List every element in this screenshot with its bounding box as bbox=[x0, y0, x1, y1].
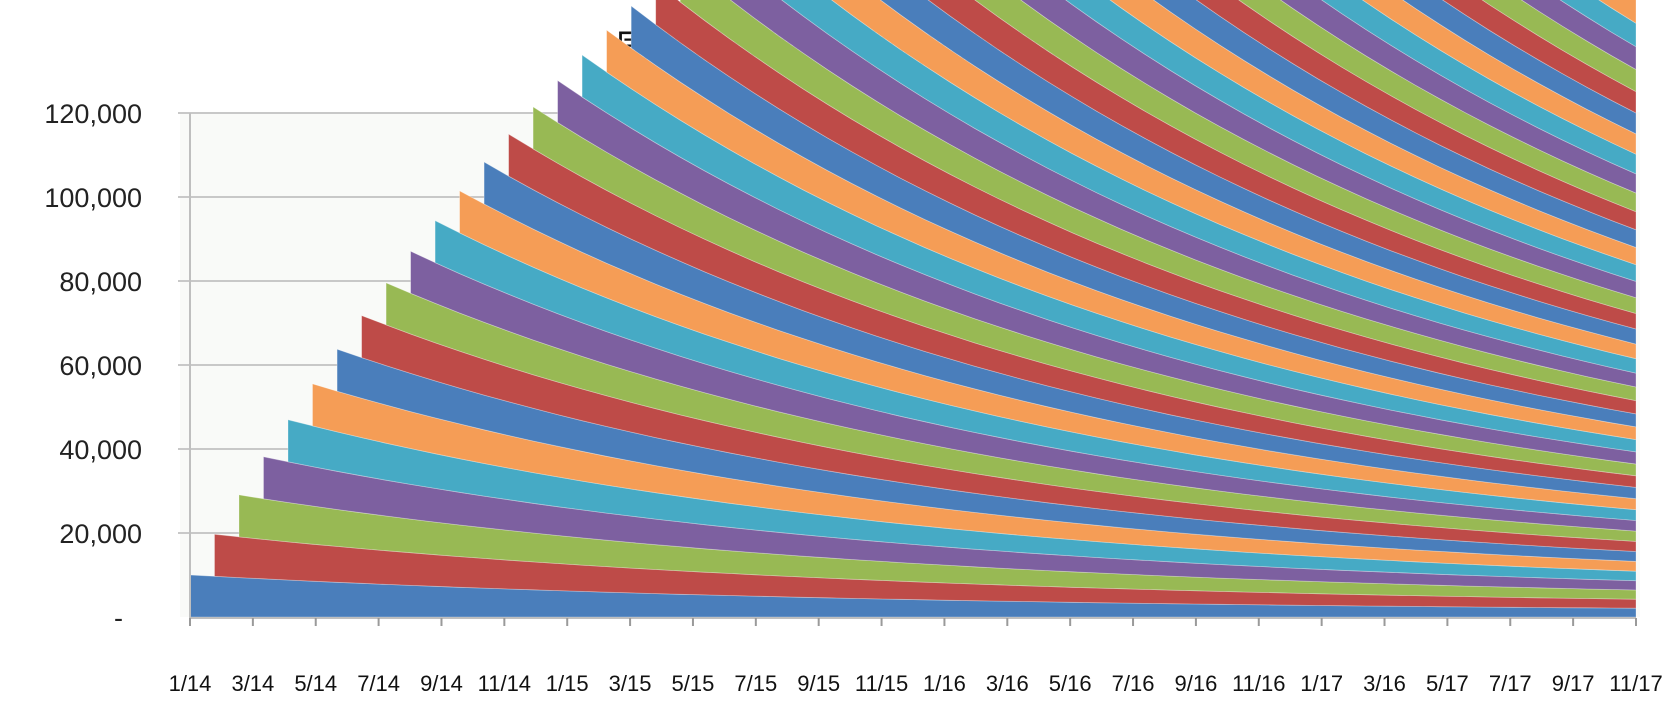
x-tick-labels: 1/14 3/14 5/14 7/14 9/14 11/14 1/15 3/15 5/15 7/1… bbox=[169, 671, 1663, 696]
cohort-area bbox=[459, 190, 1637, 511]
x-tick-label: 5/15 bbox=[672, 671, 715, 696]
x-tick-label: 9/16 bbox=[1174, 671, 1217, 696]
cohort-area bbox=[831, 0, 1637, 360]
cohort-area bbox=[1481, 0, 1637, 93]
cohort-area bbox=[1065, 0, 1637, 282]
cohort-area bbox=[781, 0, 1637, 374]
x-tick-label: 5/14 bbox=[294, 671, 337, 696]
x-tick-label: 11/15 bbox=[855, 671, 908, 696]
x-tick-label: 3/15 bbox=[609, 671, 652, 696]
y-tick-labels: - 20,000 40,000 60,000 80,000 100,000 120,000 bbox=[44, 99, 142, 633]
x-tick-label: 9/17 bbox=[1552, 671, 1595, 696]
x-tick-label: 1/17 bbox=[1300, 671, 1343, 696]
x-tick-label: 3/16 bbox=[1363, 671, 1406, 696]
cohort-area bbox=[1361, 0, 1637, 155]
cohort-area bbox=[238, 494, 1637, 600]
y-tick-label: 120,000 bbox=[44, 99, 142, 129]
x-tick-label: 1/16 bbox=[923, 671, 966, 696]
cohort-area bbox=[606, 29, 1637, 441]
y-tick-label: 40,000 bbox=[59, 435, 142, 465]
cohort-area bbox=[927, 0, 1637, 330]
y-tick-label: - bbox=[114, 603, 123, 633]
cohort-area bbox=[1109, 0, 1637, 266]
x-tick-label: 5/17 bbox=[1426, 671, 1469, 696]
x-tick-label: 1/15 bbox=[546, 671, 589, 696]
cohort-area bbox=[1442, 0, 1637, 114]
x-tick-label: 9/14 bbox=[420, 671, 463, 696]
y-tick-label: 60,000 bbox=[59, 351, 142, 381]
y-tick-label: 100,000 bbox=[44, 183, 142, 213]
x-tick-label: 1/14 bbox=[169, 671, 212, 696]
x-tick-label: 11/14 bbox=[478, 671, 531, 696]
axes bbox=[189, 113, 1637, 626]
x-tick-label: 7/16 bbox=[1112, 671, 1155, 696]
x-tick-label: 3/16 bbox=[986, 671, 1029, 696]
x-tick-label: 9/15 bbox=[797, 671, 840, 696]
cohort-area bbox=[1279, 0, 1637, 194]
x-tick-label: 11/16 bbox=[1232, 671, 1285, 696]
x-tick-label: 5/16 bbox=[1049, 671, 1092, 696]
cohort-area bbox=[1559, 0, 1637, 48]
cohort-area bbox=[1195, 0, 1637, 231]
x-tick-label: 7/17 bbox=[1489, 671, 1532, 696]
x-tick-label: 11/17 bbox=[1609, 671, 1662, 696]
x-tick-label: 7/15 bbox=[734, 671, 777, 696]
cohort-area bbox=[508, 133, 1637, 488]
cohort-area bbox=[312, 383, 1637, 572]
cohort-area bbox=[1321, 0, 1637, 175]
stacked-areas bbox=[189, 0, 1637, 618]
y-tick-label: 20,000 bbox=[59, 519, 142, 549]
x-tick-label: 7/14 bbox=[357, 671, 400, 696]
cohort-area bbox=[287, 419, 1637, 582]
x-tick-label: 3/14 bbox=[231, 671, 274, 696]
cohort-area bbox=[1152, 0, 1637, 249]
cohort-area bbox=[974, 0, 1637, 315]
cohort-area bbox=[1402, 0, 1637, 135]
cohort-area bbox=[1598, 0, 1637, 25]
cohort-area bbox=[1520, 0, 1637, 71]
cohort-area bbox=[1238, 0, 1637, 213]
cohort-area bbox=[532, 106, 1637, 477]
y-tick-label: 80,000 bbox=[59, 267, 142, 297]
